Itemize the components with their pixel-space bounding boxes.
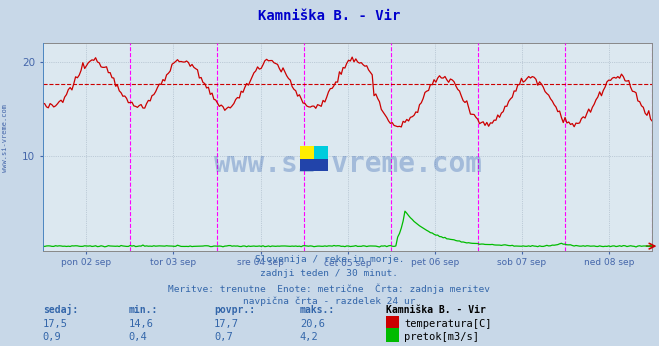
Text: 0,9: 0,9	[43, 332, 61, 342]
Text: Kamniška B. - Vir: Kamniška B. - Vir	[386, 305, 486, 315]
Text: 20,6: 20,6	[300, 319, 325, 329]
Text: 4,2: 4,2	[300, 332, 318, 342]
Text: Slovenija / reke in morje.: Slovenija / reke in morje.	[255, 255, 404, 264]
Text: Kamniška B. - Vir: Kamniška B. - Vir	[258, 9, 401, 22]
Text: navpična črta - razdelek 24 ur: navpična črta - razdelek 24 ur	[243, 297, 416, 306]
Text: sedaj:: sedaj:	[43, 304, 78, 315]
Text: 17,5: 17,5	[43, 319, 68, 329]
Bar	[300, 146, 314, 159]
Bar	[300, 159, 328, 171]
Text: 0,4: 0,4	[129, 332, 147, 342]
Text: Meritve: trenutne  Enote: metrične  Črta: zadnja meritev: Meritve: trenutne Enote: metrične Črta: …	[169, 283, 490, 293]
Text: min.:: min.:	[129, 305, 158, 315]
Text: www.si-vreme.com: www.si-vreme.com	[214, 150, 482, 177]
Text: zadnji teden / 30 minut.: zadnji teden / 30 minut.	[260, 269, 399, 278]
Bar	[314, 146, 328, 159]
Text: maks.:: maks.:	[300, 305, 335, 315]
Text: temperatura[C]: temperatura[C]	[404, 319, 492, 329]
Text: povpr.:: povpr.:	[214, 305, 255, 315]
Text: 0,7: 0,7	[214, 332, 233, 342]
Text: pretok[m3/s]: pretok[m3/s]	[404, 332, 479, 342]
Text: 17,7: 17,7	[214, 319, 239, 329]
Text: www.si-vreme.com: www.si-vreme.com	[2, 104, 9, 172]
Text: 14,6: 14,6	[129, 319, 154, 329]
